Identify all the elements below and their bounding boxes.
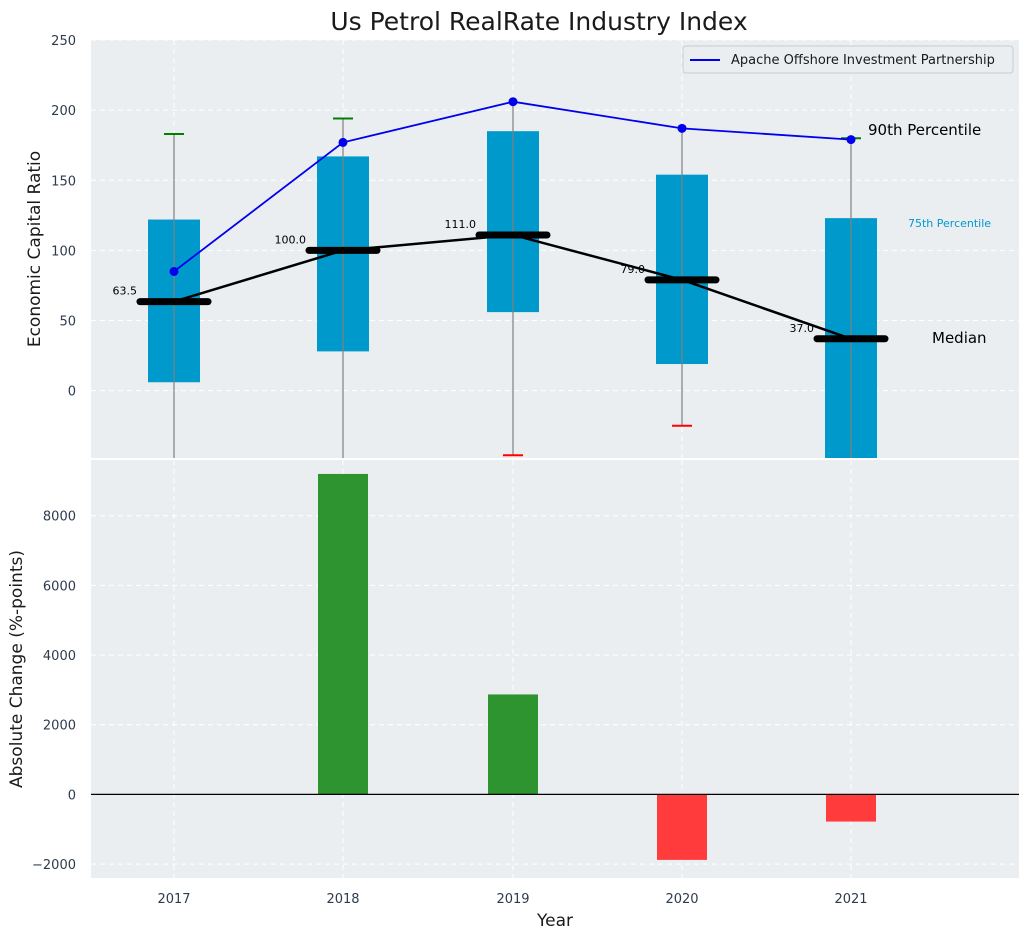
bottom-y-axis-label: Absolute Change (%-points) xyxy=(7,550,27,788)
legend: Apache Offshore Investment Partnership xyxy=(682,45,1014,74)
x-tick-label-2017: 2017 xyxy=(157,892,190,907)
median-label-2017: 63.5 xyxy=(113,285,138,298)
bottom-y-tick-label: 0 xyxy=(68,788,76,803)
change-bar-2018 xyxy=(318,473,368,795)
legend-frame xyxy=(682,45,1014,74)
bottom-y-tick-label: 6000 xyxy=(43,579,76,594)
median-label-2020: 79.0 xyxy=(621,263,646,276)
median-label-2021: 37.0 xyxy=(790,322,815,335)
bottom-y-tick-label: 2000 xyxy=(43,719,76,734)
x-tick-label-2021: 2021 xyxy=(834,892,867,907)
annotation-median: Median xyxy=(932,329,987,347)
x-tick-label-2019: 2019 xyxy=(496,892,529,907)
bottom-y-tick-label: 4000 xyxy=(43,649,76,664)
top-panel-background xyxy=(91,40,1019,458)
apache-point-2021 xyxy=(846,135,856,145)
median-label-2018: 100.0 xyxy=(275,233,307,246)
top-y-tick-label: 200 xyxy=(51,104,76,119)
top-y-tick-label: 50 xyxy=(59,315,76,330)
x-axis-label: Year xyxy=(536,911,573,931)
bottom-panel-background xyxy=(91,460,1019,878)
legend-entry-apache: Apache Offshore Investment Partnership xyxy=(731,53,995,68)
apache-point-2018 xyxy=(338,137,348,147)
bottom-y-tick-label: 8000 xyxy=(43,510,76,525)
top-y-axis-label: Economic Capital Ratio xyxy=(25,151,45,347)
bottom-y-tick-label: −2000 xyxy=(32,858,76,873)
apache-point-2017 xyxy=(169,266,179,276)
change-bar-2020 xyxy=(657,794,707,860)
annotation-90th-percentile: 90th Percentile xyxy=(868,121,981,139)
apache-point-2019 xyxy=(508,97,518,107)
top-y-tick-label: 100 xyxy=(51,244,76,259)
x-tick-label-2018: 2018 xyxy=(326,892,359,907)
change-bar-2021 xyxy=(826,794,876,822)
median-label-2019: 111.0 xyxy=(445,218,477,231)
annotation-75th-percentile: 75th Percentile xyxy=(908,217,991,230)
chart-title: Us Petrol RealRate Industry Index xyxy=(330,7,747,36)
change-bar-2019 xyxy=(488,694,538,795)
apache-point-2020 xyxy=(677,123,687,133)
x-tick-label-2020: 2020 xyxy=(665,892,698,907)
top-y-tick-label: 250 xyxy=(51,34,76,49)
top-y-tick-label: 0 xyxy=(68,385,76,400)
top-y-tick-label: 150 xyxy=(51,174,76,189)
